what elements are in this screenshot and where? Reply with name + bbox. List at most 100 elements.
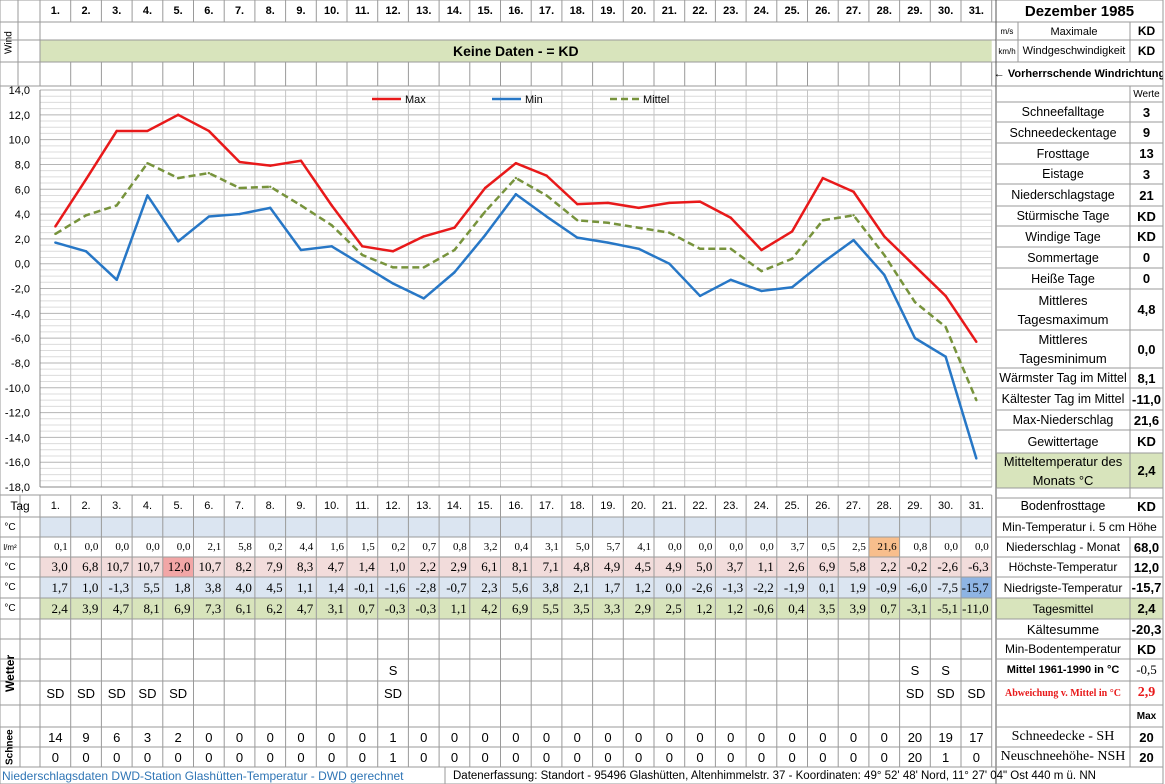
- precip-cell: 21,6: [877, 541, 897, 553]
- tmin-cell: -0,9: [875, 579, 897, 595]
- data-point-max: [422, 235, 425, 238]
- data-point-mittel: [269, 185, 272, 188]
- tmean-cell: 1,2: [726, 600, 744, 616]
- wetter-sd-cell: SD: [905, 685, 924, 701]
- data-point-min: [84, 250, 88, 253]
- stat-value: 13: [1139, 146, 1154, 161]
- schnee-sh-cell: 0: [880, 729, 888, 745]
- tag-day: 3.: [112, 500, 122, 512]
- wetter-s-cell: [347, 659, 378, 681]
- wetter-s-cell: [961, 659, 992, 681]
- tmax-cell: 6,8: [82, 559, 99, 574]
- tmin-cell: -2,8: [415, 579, 437, 595]
- schnee-nsh-cell: 0: [113, 749, 121, 765]
- data-point-mittel: [330, 224, 333, 227]
- tmax-cell: 8,1: [511, 559, 529, 574]
- stat-value: 4,8: [1137, 302, 1156, 317]
- tmin-cell: 5,5: [143, 579, 160, 595]
- tmean-cell: 3,9: [849, 600, 866, 616]
- day-header: 25.: [784, 5, 800, 17]
- y-tick-label: 4,0: [15, 209, 30, 221]
- wetter-s-cell: [838, 659, 869, 681]
- schnee-nsh-cell: 0: [358, 749, 366, 765]
- wetter-s-cell: S: [910, 662, 920, 678]
- tmax-cell: 3,7: [726, 559, 744, 574]
- tmean-cell: -11,0: [962, 600, 989, 616]
- wind-label: Wind: [3, 31, 15, 55]
- precip-cell: 0,0: [944, 541, 958, 553]
- schnee-nsh-cell: 0: [573, 749, 581, 765]
- mittel-value: -0,5: [1136, 662, 1157, 677]
- wind-kmh-cell: [808, 62, 839, 86]
- data-point-max: [176, 113, 180, 117]
- stat-value: 3: [1142, 166, 1151, 182]
- schnee-sh-cell: 0: [358, 729, 366, 745]
- data-point-mittel: [698, 247, 702, 250]
- wetter-sd-cell: [808, 681, 839, 705]
- y-tick-label: -4,0: [11, 308, 30, 320]
- data-point-mittel: [729, 247, 732, 250]
- tmean-cell: 4,7: [112, 600, 130, 616]
- wind-kmh-cell: [224, 62, 255, 86]
- data-point-mittel: [422, 266, 425, 269]
- max-label-small: Max: [1136, 710, 1157, 722]
- tmax-cell: 5,8: [849, 559, 866, 574]
- tmax-cell: 4,5: [634, 559, 651, 574]
- mean-label: Tagesmittel: [1032, 601, 1094, 616]
- tmin-cell: -0,1: [354, 579, 375, 595]
- nsh-max: 20: [1139, 749, 1154, 765]
- wind-kmh-cell: [286, 62, 317, 86]
- wetter-s-cell: [562, 659, 593, 681]
- unit-label: °C: [4, 582, 16, 593]
- y-tick-label: -8,0: [11, 358, 30, 370]
- schnee-nsh-cell: 0: [481, 749, 489, 765]
- stat-label: Kältester Tag im Mittel: [1001, 392, 1125, 406]
- precip-cell: 0,2: [268, 541, 283, 553]
- data-point-mittel: [115, 204, 118, 207]
- schnee-sh-cell: 0: [420, 729, 428, 745]
- unit-label: °C: [4, 561, 16, 573]
- schnee-nsh-cell: 0: [880, 749, 888, 765]
- wind-kmh-cell: [378, 62, 409, 86]
- tag-day: 21.: [661, 500, 677, 512]
- data-point-max: [606, 201, 610, 205]
- schnee-nsh-cell: 0: [512, 749, 520, 765]
- wetter-s-cell: [593, 659, 624, 681]
- stat-label: Stürmische Tage: [1016, 209, 1110, 223]
- min5-row-band: [40, 517, 992, 537]
- data-point-max: [269, 164, 272, 167]
- tmin-cell: 2,1: [573, 579, 590, 595]
- precip-cell: 0,0: [729, 541, 744, 553]
- precip-cell: 1,6: [330, 541, 344, 553]
- wind-kmh-cell: [470, 62, 501, 86]
- tag-day: 13.: [416, 500, 432, 512]
- tmin-cell: 5,6: [511, 579, 529, 595]
- min-boden-value: KD: [1137, 641, 1156, 657]
- tmax-cell: 3,0: [51, 559, 68, 574]
- nsh-label: Neuschneehöhe- NSH: [1000, 749, 1126, 764]
- wetter-s-cell: [224, 659, 255, 681]
- wetter-sd-cell: [654, 681, 685, 705]
- data-point-max: [913, 264, 917, 268]
- y-tick-label: 8,0: [15, 159, 30, 171]
- stat-value: KD: [1137, 208, 1156, 224]
- tag-day: 24.: [753, 500, 770, 512]
- schnee-nsh-cell: 1: [942, 749, 950, 765]
- precip-cell: 0,0: [176, 541, 191, 553]
- data-point-mittel: [760, 269, 763, 273]
- data-point-mittel: [944, 325, 947, 329]
- precip-cell: 0,0: [115, 541, 130, 553]
- data-point-mittel: [975, 398, 978, 402]
- tmin-cell: 3,8: [542, 579, 559, 595]
- tag-day: 2.: [81, 500, 91, 512]
- day-header: 8.: [265, 5, 275, 17]
- schnee-sh-cell: 3: [143, 729, 152, 745]
- wind-kmh-cell: [746, 62, 777, 86]
- stat-value: 9: [1142, 125, 1151, 140]
- tmin-cell: -2,6: [691, 579, 713, 595]
- data-point-mittel: [54, 232, 57, 236]
- wetter-s-cell: [746, 659, 777, 681]
- data-point-mittel: [576, 219, 579, 222]
